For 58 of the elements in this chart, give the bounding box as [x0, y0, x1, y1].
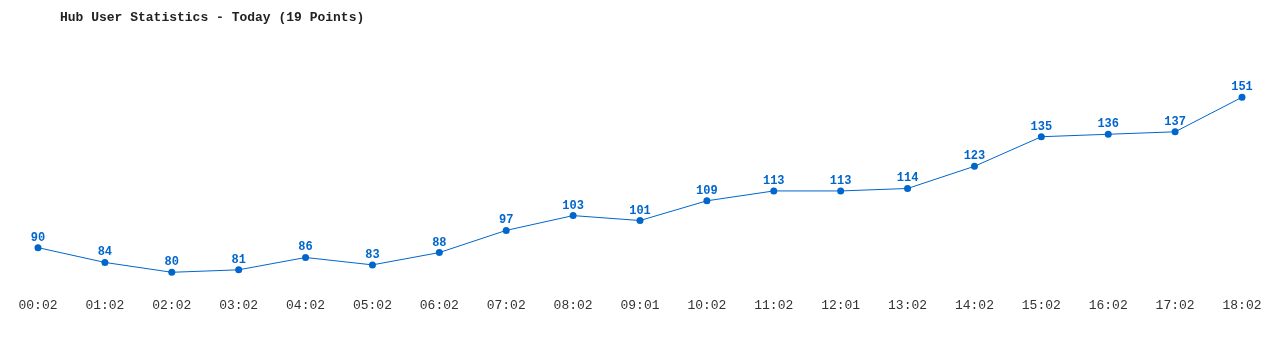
x-tick-label: 04:02	[286, 298, 326, 314]
data-label: 90	[30, 230, 46, 245]
data-label: 137	[1164, 114, 1186, 129]
x-tick-label: 01:02	[85, 298, 125, 314]
data-label: 86	[298, 240, 313, 255]
x-tick-label: 12:01	[821, 298, 861, 314]
x-tick-label: 13:02	[888, 298, 928, 314]
chart-title: Hub User Statistics - Today (19 Points)	[60, 10, 365, 25]
x-tick-label: 15:02	[1021, 298, 1061, 314]
x-tick-label: 07:02	[486, 298, 526, 314]
data-label: 103	[562, 198, 584, 213]
data-label: 123	[963, 149, 986, 164]
data-label: 101	[629, 203, 651, 218]
data-label: 88	[432, 235, 447, 250]
x-tick-label: 16:02	[1088, 298, 1128, 314]
point	[101, 258, 109, 266]
x-tick-label: 10:02	[687, 298, 727, 314]
x-tick-label: 11:02	[754, 298, 794, 314]
x-tick-label: 09:01	[620, 298, 660, 314]
data-label: 81	[231, 252, 246, 267]
point	[302, 254, 310, 261]
data-label: 113	[829, 173, 852, 188]
data-label: 114	[896, 171, 919, 186]
point	[904, 184, 912, 192]
point	[368, 261, 376, 269]
point	[1171, 128, 1179, 136]
point	[636, 217, 644, 225]
x-tick-label: 18:02	[1222, 298, 1262, 314]
point	[569, 212, 577, 220]
point	[1238, 93, 1246, 101]
x-tick-label: 05:02	[352, 298, 392, 314]
data-label: 80	[164, 255, 179, 270]
point	[235, 266, 243, 274]
point	[770, 187, 778, 195]
point	[1104, 130, 1112, 138]
data-label: 97	[499, 213, 514, 228]
data-label: 136	[1097, 117, 1120, 132]
point	[1037, 133, 1045, 141]
x-tick-label: 03:02	[219, 298, 259, 314]
point	[435, 249, 443, 257]
point	[168, 268, 176, 276]
x-tick-label: 02:02	[152, 298, 192, 314]
x-tick-label: 08:02	[553, 298, 593, 314]
data-label: 135	[1030, 119, 1053, 134]
point	[34, 244, 42, 252]
point	[970, 162, 978, 170]
x-tick-label: 17:02	[1155, 298, 1195, 314]
data-label: 84	[97, 245, 113, 260]
data-label: 113	[762, 173, 785, 188]
data-label: 83	[365, 247, 380, 262]
point	[703, 197, 711, 205]
data-label: 151	[1231, 80, 1253, 95]
x-tick-label: 00:02	[18, 298, 58, 314]
point	[837, 187, 845, 195]
point	[502, 226, 510, 234]
data-label: 109	[696, 183, 718, 198]
x-tick-label: 06:02	[419, 298, 459, 314]
x-tick-label: 14:02	[954, 298, 994, 314]
